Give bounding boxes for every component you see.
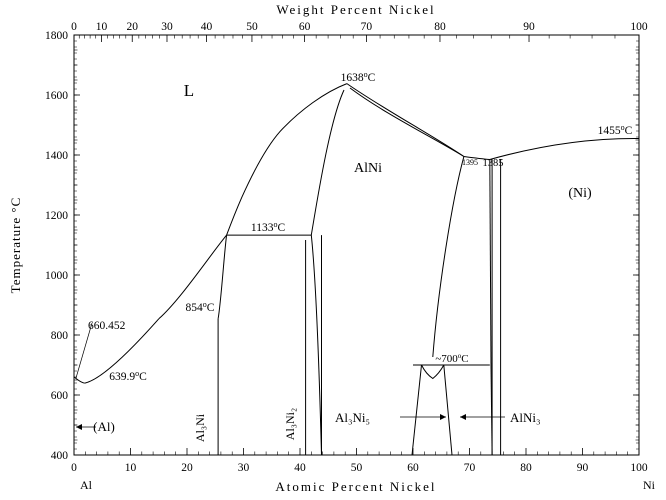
svg-text:AlNi₃: AlNi₃ xyxy=(510,410,541,425)
svg-text:(Al): (Al) xyxy=(93,419,115,434)
svg-text:639.9oC: 639.9oC xyxy=(109,369,147,384)
svg-text:70: 70 xyxy=(361,21,373,33)
svg-text:Al: Al xyxy=(80,478,93,492)
svg-text:40: 40 xyxy=(294,462,306,474)
svg-text:1395: 1395 xyxy=(462,158,478,167)
svg-text:Ni: Ni xyxy=(643,478,656,492)
svg-text:0: 0 xyxy=(71,462,77,474)
svg-text:854oC: 854oC xyxy=(186,300,215,315)
svg-text:1638oC: 1638oC xyxy=(341,70,376,85)
svg-text:80: 80 xyxy=(434,21,446,33)
svg-text:(Ni): (Ni) xyxy=(568,186,592,201)
svg-text:L: L xyxy=(184,81,194,100)
svg-text:Weight Percent Nickel: Weight Percent Nickel xyxy=(276,2,435,17)
svg-text:Temperature °C: Temperature °C xyxy=(8,197,23,294)
svg-text:10: 10 xyxy=(96,21,108,33)
svg-text:1600: 1600 xyxy=(45,90,68,102)
svg-text:Al₃Ni₂: Al₃Ni₂ xyxy=(283,408,297,440)
svg-text:1000: 1000 xyxy=(45,270,68,282)
svg-text:400: 400 xyxy=(51,450,69,462)
svg-text:80: 80 xyxy=(520,462,532,474)
svg-text:Al₃Ni: Al₃Ni xyxy=(193,413,207,442)
svg-text:Al₃Ni₅: Al₃Ni₅ xyxy=(335,410,370,425)
svg-text:Atomic Percent Nickel: Atomic Percent Nickel xyxy=(275,479,436,494)
svg-text:50: 50 xyxy=(351,462,363,474)
svg-text:30: 30 xyxy=(238,462,250,474)
svg-text:600: 600 xyxy=(51,390,69,402)
svg-text:100: 100 xyxy=(630,21,648,33)
svg-text:1200: 1200 xyxy=(45,210,68,222)
svg-text:AlNi: AlNi xyxy=(354,161,382,176)
svg-text:70: 70 xyxy=(464,462,476,474)
svg-text:100: 100 xyxy=(630,462,648,474)
svg-text:660.452: 660.452 xyxy=(88,320,126,332)
svg-text:800: 800 xyxy=(51,330,69,342)
svg-text:10: 10 xyxy=(125,462,137,474)
svg-text:1385: 1385 xyxy=(483,158,504,169)
svg-text:1133oC: 1133oC xyxy=(251,220,286,235)
svg-text:1400: 1400 xyxy=(45,150,68,162)
svg-text:60: 60 xyxy=(407,462,419,474)
svg-text:1800: 1800 xyxy=(45,30,68,42)
svg-text:50: 50 xyxy=(246,21,258,33)
svg-text:90: 90 xyxy=(523,21,535,33)
svg-text:0: 0 xyxy=(71,21,77,33)
svg-text:1455oC: 1455oC xyxy=(598,123,633,138)
svg-text:20: 20 xyxy=(126,21,138,33)
svg-text:~700oC: ~700oC xyxy=(435,352,468,365)
svg-text:90: 90 xyxy=(577,462,589,474)
svg-text:60: 60 xyxy=(299,21,311,33)
svg-text:30: 30 xyxy=(161,21,173,33)
svg-text:20: 20 xyxy=(181,462,193,474)
svg-text:40: 40 xyxy=(201,21,213,33)
